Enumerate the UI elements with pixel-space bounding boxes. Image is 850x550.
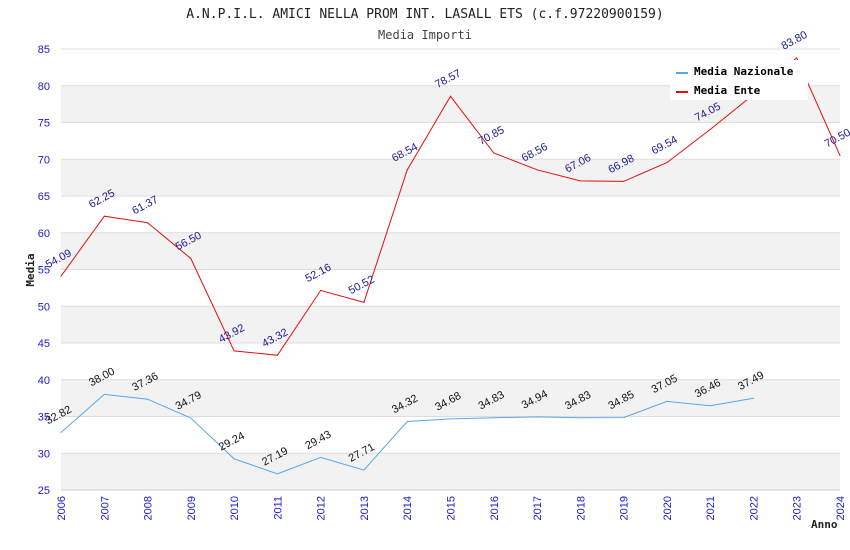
data-point (666, 400, 668, 402)
y-tick-label: 40 (38, 375, 50, 387)
grid-band (61, 453, 840, 490)
grid-band (61, 306, 840, 343)
y-tick-label: 35 (38, 412, 50, 424)
x-tick-label: 2013 (359, 496, 371, 520)
data-point (493, 152, 495, 154)
data-point (450, 418, 451, 420)
data-point (450, 95, 451, 97)
x-tick-label: 2009 (186, 496, 198, 520)
data-point (709, 128, 711, 130)
data-point (406, 420, 408, 422)
x-axis-label: Anno (811, 518, 838, 531)
data-point (839, 155, 841, 157)
data-point (276, 354, 278, 356)
x-tick-label: 2024 (835, 496, 847, 520)
y-tick-label: 60 (38, 228, 50, 240)
data-point (709, 405, 711, 407)
data-label: 29.43 (303, 429, 333, 453)
y-tick-label: 55 (38, 265, 50, 277)
x-tick-label: 2019 (619, 496, 631, 520)
data-point (363, 301, 365, 303)
legend-box (670, 60, 808, 100)
data-label: 32.82 (44, 404, 74, 428)
y-tick-label: 45 (38, 338, 50, 350)
x-tick-label: 2016 (489, 496, 501, 520)
x-tick-label: 2014 (402, 496, 414, 520)
legend-label-ente: Media Ente (694, 84, 761, 97)
y-tick-label: 30 (38, 448, 50, 460)
data-point (147, 222, 149, 224)
data-point (406, 169, 408, 171)
grid-band (61, 232, 840, 270)
data-label: 61.37 (130, 194, 160, 218)
y-tick-label: 75 (38, 118, 50, 130)
y-tick-label: 65 (38, 191, 50, 203)
data-point (363, 469, 365, 471)
x-tick-label: 2015 (446, 496, 458, 520)
data-point (493, 417, 495, 419)
x-axis-ticks: 2006 2007 2008 2009 2010 2011 2012 2013 2014 2015… (56, 496, 847, 520)
y-tick-label: 85 (38, 44, 50, 56)
x-tick-label: 2020 (662, 496, 674, 520)
y-tick-label: 25 (38, 485, 50, 497)
data-label: 29.24 (217, 430, 247, 454)
chart-title: A.N.P.I.L. AMICI NELLA PROM INT. LASALL … (186, 7, 663, 22)
data-point (147, 398, 149, 400)
data-point (60, 275, 62, 277)
y-tick-label: 50 (38, 301, 50, 313)
x-tick-label: 2022 (748, 496, 760, 520)
data-point (320, 289, 322, 291)
x-tick-label: 2006 (56, 496, 68, 520)
data-point (579, 180, 581, 182)
data-point (623, 417, 625, 419)
y-tick-label: 80 (38, 81, 50, 93)
data-point (536, 169, 538, 171)
x-tick-label: 2011 (272, 496, 284, 520)
y-axis-ticks: 25 30 35 40 45 50 55 60 65 70 75 80 85 (38, 44, 50, 497)
data-point (276, 473, 278, 475)
data-point (796, 57, 798, 59)
grid-lines (61, 48, 840, 491)
y-tick-label: 70 (38, 154, 50, 166)
y-axis-label: Media (24, 253, 37, 286)
data-point (233, 458, 235, 460)
data-label: 70.85 (477, 124, 507, 148)
x-tick-label: 2021 (705, 496, 717, 520)
data-point (190, 257, 192, 259)
data-point (320, 456, 322, 458)
data-point (666, 162, 668, 164)
legend: Media Nazionale Media Ente (670, 60, 808, 100)
x-tick-label: 2023 (792, 496, 804, 520)
chart-subtitle: Media Importi (378, 28, 472, 42)
data-point (103, 393, 105, 395)
x-tick-label: 2012 (316, 496, 328, 520)
data-point (190, 417, 192, 419)
x-tick-label: 2007 (99, 496, 111, 520)
data-label: 69.54 (650, 134, 680, 158)
data-point (60, 432, 62, 434)
data-point (579, 417, 581, 419)
x-tick-label: 2017 (532, 496, 544, 520)
data-point (752, 397, 754, 399)
grid-band (61, 159, 840, 196)
grid-bands (61, 85, 840, 490)
data-point (233, 350, 235, 352)
data-point (623, 180, 625, 182)
x-tick-label: 2008 (143, 496, 155, 520)
data-point (536, 416, 538, 418)
grid-band (61, 379, 840, 417)
x-tick-label: 2018 (575, 496, 587, 520)
x-tick-label: 2010 (229, 496, 241, 520)
legend-label-nazionale: Media Nazionale (694, 65, 794, 78)
data-point (103, 215, 105, 217)
data-label: 50.52 (347, 274, 377, 298)
